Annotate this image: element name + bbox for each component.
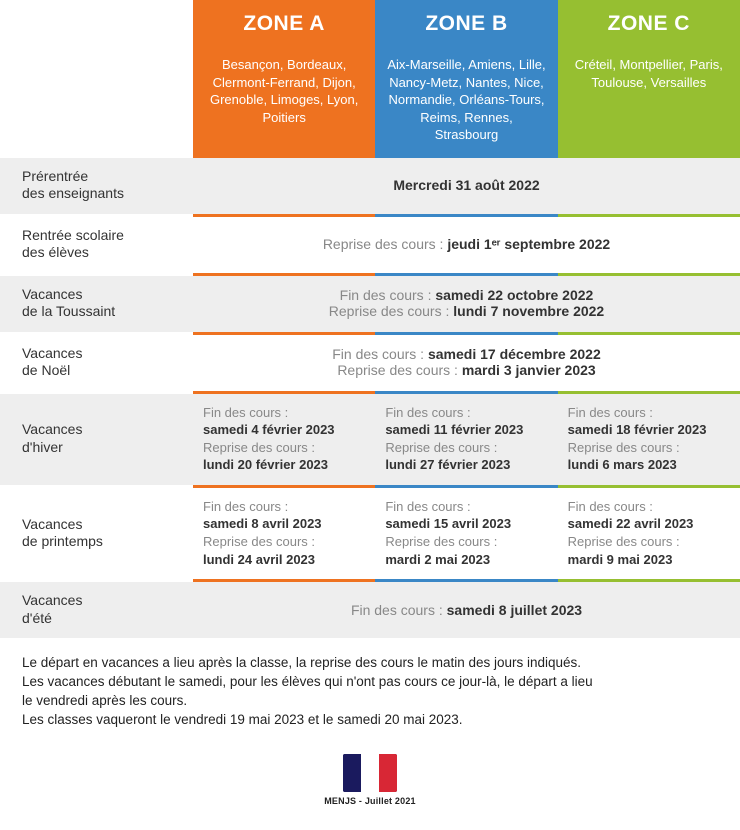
zone-c-title: ZONE C [558, 0, 740, 46]
printemps-zone-b: Fin des cours : samedi 15 avril 2023 Rep… [375, 488, 557, 578]
row-rentree: Rentrée scolaire des élèves Reprise des … [0, 217, 740, 273]
zone-c-cities: Créteil, Montpellier, Paris, Toulouse, V… [558, 46, 740, 105]
row-label: Prérentrée des enseignants [0, 158, 193, 213]
printemps-zone-a: Fin des cours : samedi 8 avril 2023 Repr… [193, 488, 375, 578]
zone-cities-row: Besançon, Bordeaux, Clermont-Ferrand, Di… [0, 46, 740, 158]
row-label: Vacances d'été [0, 582, 193, 637]
footnotes: Le départ en vacances a lieu après la cl… [0, 638, 740, 740]
row-toussaint: Vacances de la Toussaint Fin des cours :… [0, 276, 740, 332]
zone-a-header: ZONE A [193, 0, 375, 46]
row-label: Vacances de Noël [0, 335, 193, 390]
hiver-zone-b: Fin des cours : samedi 11 février 2023 R… [375, 394, 557, 484]
zone-b-header: ZONE B [375, 0, 557, 46]
zone-c-header: ZONE C [558, 0, 740, 46]
zone-header-row: ZONE A ZONE B ZONE C [0, 0, 740, 46]
ete-value: samedi 8 juillet 2023 [447, 602, 582, 618]
footer-caption: MENJS - Juillet 2021 [324, 796, 416, 806]
zone-a-title: ZONE A [193, 0, 375, 46]
zone-b-cities: Aix-Marseille, Amiens, Lille, Nancy-Metz… [375, 46, 557, 158]
zone-a-cities: Besançon, Bordeaux, Clermont-Ferrand, Di… [193, 46, 375, 140]
row-label: Rentrée scolaire des élèves [0, 217, 193, 272]
footer: MENJS - Juillet 2021 [0, 740, 740, 819]
row-ete: Vacances d'été Fin des cours : samedi 8 … [0, 582, 740, 638]
row-label: Vacances de printemps [0, 488, 193, 578]
rentree-value: jeudi 1ᵉʳ septembre 2022 [447, 236, 610, 252]
prerentree-value: Mercredi 31 août 2022 [393, 177, 539, 193]
row-prerentree: Prérentrée des enseignants Mercredi 31 a… [0, 158, 740, 214]
row-label: Vacances d'hiver [0, 394, 193, 484]
zone-b-title: ZONE B [375, 0, 557, 46]
row-noel: Vacances de Noël Fin des cours : samedi … [0, 335, 740, 391]
government-logo-icon: MENJS - Juillet 2021 [324, 754, 416, 806]
row-printemps: Vacances de printemps Fin des cours : sa… [0, 488, 740, 579]
calendar-table: ZONE A ZONE B ZONE C Besançon, Bordeaux,… [0, 0, 740, 819]
hiver-zone-a: Fin des cours : samedi 4 février 2023 Re… [193, 394, 375, 484]
printemps-zone-c: Fin des cours : samedi 22 avril 2023 Rep… [558, 488, 740, 578]
row-label: Vacances de la Toussaint [0, 276, 193, 331]
row-hiver: Vacances d'hiver Fin des cours : samedi … [0, 394, 740, 485]
hiver-zone-c: Fin des cours : samedi 18 février 2023 R… [558, 394, 740, 484]
